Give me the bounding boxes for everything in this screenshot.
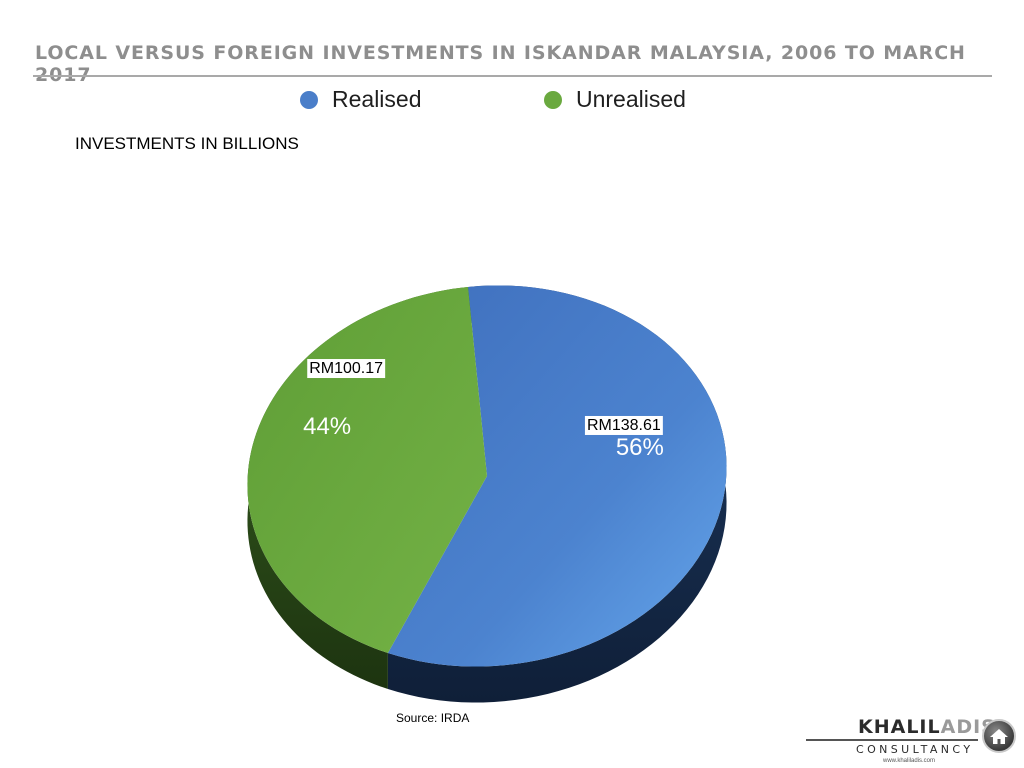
legend-label-realised: Realised <box>332 86 422 112</box>
value-axis-caption: INVESTMENTS IN BILLIONS <box>75 134 299 153</box>
company-logo: KHALILADIS CONSULTANCY www.khaliladis.co… <box>806 716 1020 768</box>
source-note: Source: IRDA <box>396 711 470 725</box>
logo-subtitle: CONSULTANCY <box>856 743 974 756</box>
pie-value-label-bg-unrealised <box>307 359 386 379</box>
pie-slices <box>247 285 727 667</box>
logo-divider <box>806 739 978 741</box>
pie-value-label-unrealised: RM100.17 <box>309 360 383 377</box>
pie-value-label-realised: RM138.61 <box>587 417 661 434</box>
legend-swatch-unrealised <box>544 90 562 109</box>
pie-slice-unrealised <box>247 286 487 653</box>
chart-legend: Realised Unrealised <box>0 86 1024 116</box>
title-divider <box>33 75 992 77</box>
pie-percent-label-unrealised: 44% <box>303 413 351 440</box>
logo-word-part2: ADIS <box>940 716 996 738</box>
house-icon <box>982 719 1016 753</box>
legend-item-unrealised: Unrealised <box>544 86 686 113</box>
legend-label-unrealised: Unrealised <box>576 86 686 112</box>
legend-swatch-realised <box>300 90 318 109</box>
logo-wordmark: KHALILADIS <box>858 716 996 738</box>
pie-slice-realised <box>387 285 727 667</box>
legend-item-realised: Realised <box>300 86 422 113</box>
logo-url: www.khaliladis.com <box>883 758 936 764</box>
pie-percent-label-realised: 56% <box>616 434 664 461</box>
pie-value-label-bg-realised <box>584 415 663 435</box>
logo-word-part1: KHALIL <box>858 716 941 738</box>
